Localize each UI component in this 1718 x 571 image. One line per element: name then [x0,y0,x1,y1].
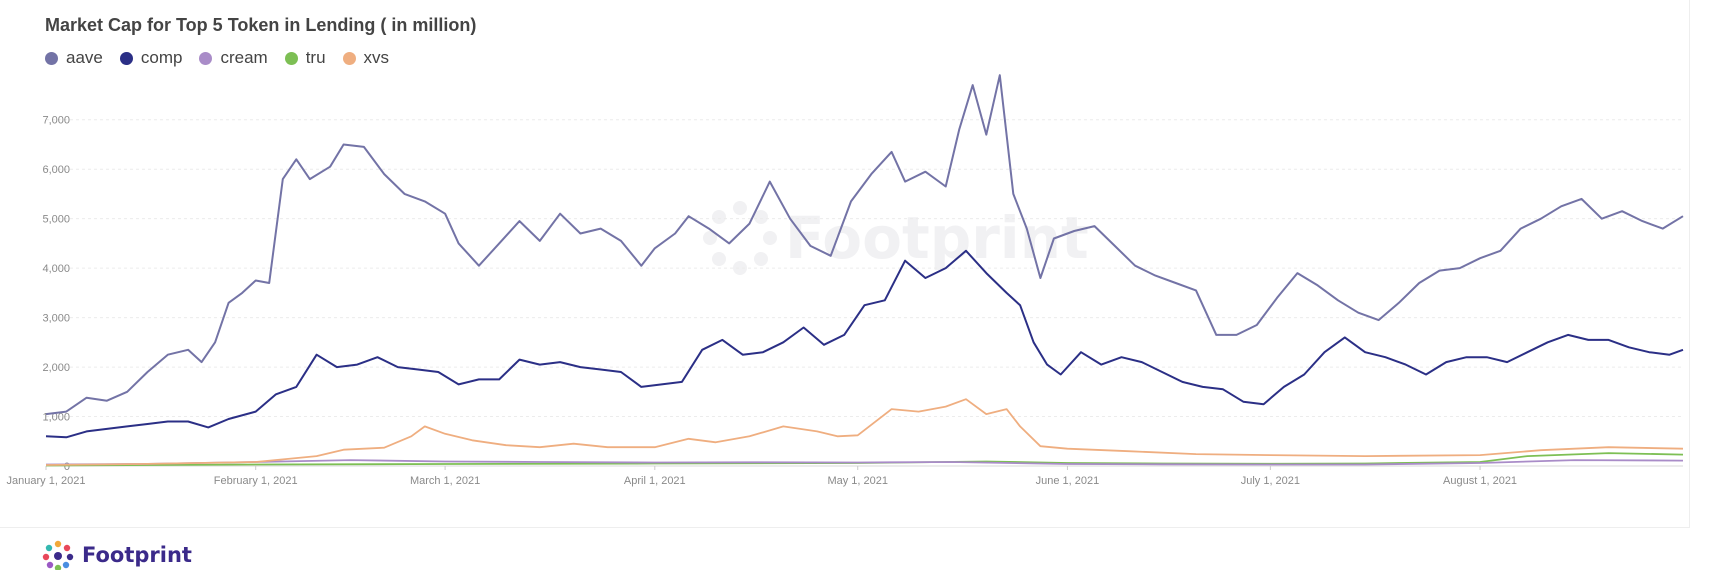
watermark: Footprint [703,201,1089,275]
series-line-comp[interactable] [45,249,1684,439]
footprint-logo-icon [42,540,74,570]
chart-series [45,74,1684,467]
watermark-text: Footprint [785,204,1089,272]
chart-title: Market Cap for Top 5 Token in Lending ( … [45,15,477,35]
brand-name: Footprint [82,543,192,567]
y-tick-label: 3,000 [42,313,70,325]
series-line-cream[interactable] [45,459,1684,466]
y-tick-label: 5,000 [42,214,70,226]
series-line-aave[interactable] [45,74,1684,416]
legend-item-tru[interactable]: tru [284,48,326,68]
legend-label-comp: comp [140,48,183,67]
legend-item-cream[interactable]: cream [199,48,268,68]
x-tick-label: March 1, 2021 [410,475,480,487]
x-tick-label: April 1, 2021 [624,475,686,487]
x-axis: January 1, 2021 February 1, 2021 March 1, … [7,466,1517,487]
legend-item-aave[interactable]: aave [45,48,103,68]
x-tick-label: August 1, 2021 [1443,475,1517,487]
legend-item-comp[interactable]: comp [119,48,183,68]
chart-grid [46,119,1683,467]
legend-label-xvs: xvs [363,48,390,67]
y-tick-label: 2,000 [42,362,70,374]
y-tick-label: 6,000 [42,164,70,176]
legend-dot-aave [45,51,58,65]
x-tick-label: January 1, 2021 [7,475,86,487]
chart-card: Market Cap for Top 5 Token in Lending ( … [0,0,1690,528]
legend-dot-xvs [342,51,356,65]
footprint-brand[interactable]: Footprint [40,540,192,570]
legend-dot-cream [199,51,213,65]
y-tick-label: 7,000 [42,115,70,127]
y-tick-label: 4,000 [42,263,70,275]
legend-label-cream: cream [220,48,268,67]
x-tick-label: February 1, 2021 [214,475,298,487]
y-tick-label: 0 [64,461,70,473]
x-tick-label: May 1, 2021 [827,475,888,487]
watermark-logo-icon [703,201,777,275]
x-tick-label: June 1, 2021 [1036,475,1100,487]
series-line-xvs[interactable] [45,398,1684,466]
legend-label-tru: tru [305,48,326,67]
series-line-tru[interactable] [45,452,1684,467]
legend-dot-comp [119,51,133,65]
legend-dot-tru [284,51,298,65]
legend-label-aave: aave [66,48,103,67]
chart-legend: aave comp cream tru xvs [45,48,406,68]
legend-item-xvs[interactable]: xvs [342,48,390,68]
x-tick-label: July 1, 2021 [1241,475,1300,487]
